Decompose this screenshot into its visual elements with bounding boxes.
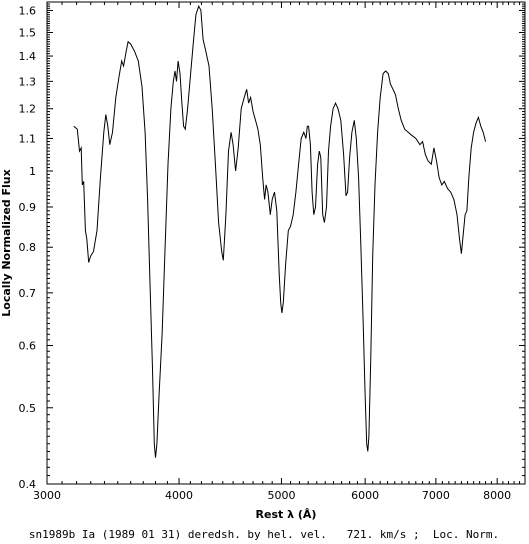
y-tick-label: 1.3 <box>19 75 37 88</box>
y-tick-label: 1.1 <box>19 132 37 145</box>
y-tick-label: 1 <box>29 165 36 178</box>
y-tick-label: 0.8 <box>19 241 37 254</box>
y-tick-label: 0.6 <box>19 339 37 352</box>
x-tick-label: 7000 <box>422 489 450 502</box>
y-tick-label: 0.7 <box>19 287 37 300</box>
chart-caption: sn1989b Ia (1989 01 31) deredsh. by hel.… <box>29 528 499 541</box>
y-tick-label: 1.5 <box>19 26 37 39</box>
series-line-spectrum <box>73 4 487 458</box>
x-tick-label: 5000 <box>267 489 295 502</box>
y-tick-label: 1.6 <box>19 4 37 17</box>
y-axis: 0.4 0.5 0.6 0.7 0.8 0.9 1 1.1 1.2 1.3 1.4 1.5 1.6 <box>19 3 525 491</box>
plot-frame <box>46 1 526 485</box>
y-tick-label: 0.9 <box>19 201 37 214</box>
x-axis: 3000 4000 5000 6000 7000 8000 <box>33 2 521 502</box>
x-tick-label: 6000 <box>351 489 379 502</box>
y-axis-title: Locally Normalized Flux <box>0 169 13 316</box>
x-tick-label: 3000 <box>33 489 61 502</box>
y-tick-label: 1.2 <box>19 103 37 116</box>
x-axis-title: Rest λ (Å) <box>256 508 317 521</box>
y-tick-label: 0.4 <box>19 478 37 491</box>
y-tick-label: 0.5 <box>19 402 37 415</box>
x-tick-label: 8000 <box>483 489 511 502</box>
y-tick-label: 1.4 <box>19 50 37 63</box>
x-tick-label: 4000 <box>165 489 193 502</box>
